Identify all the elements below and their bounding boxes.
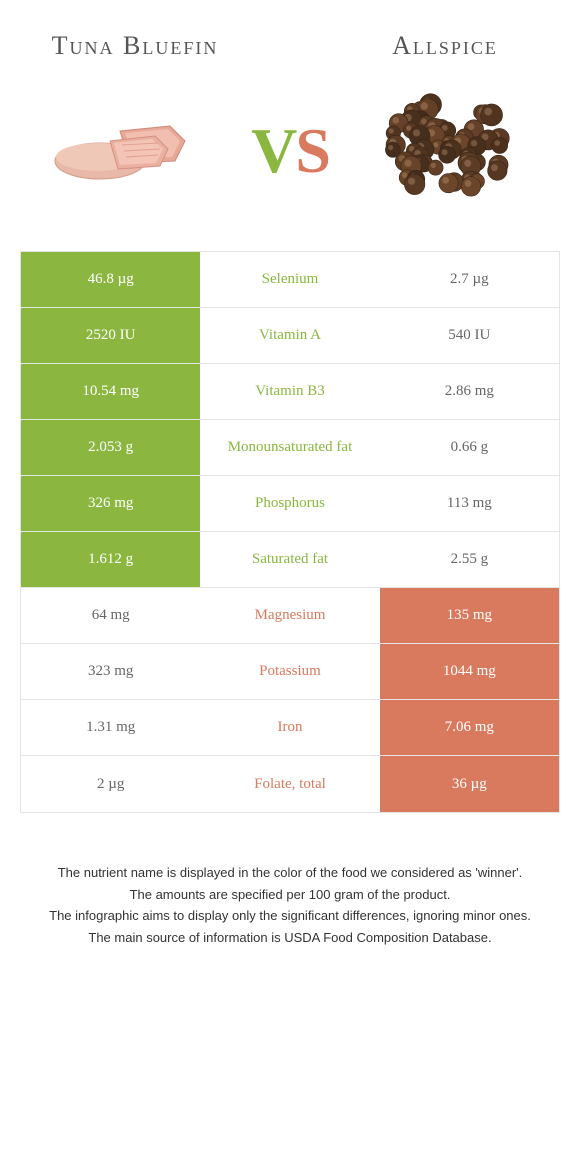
left-value: 1.612 g (21, 532, 200, 587)
left-value: 1.31 mg (21, 700, 200, 755)
left-value: 326 mg (21, 476, 200, 531)
tuna-image (50, 81, 220, 211)
footer-line: The infographic aims to display only the… (30, 906, 550, 926)
vs-label: VS (251, 114, 329, 188)
footer-line: The amounts are specified per 100 gram o… (30, 885, 550, 905)
right-food-title: Allspice (392, 30, 498, 61)
nutrient-name: Saturated fat (200, 532, 379, 587)
nutrient-name: Phosphorus (200, 476, 379, 531)
nutrient-name: Vitamin B3 (200, 364, 379, 419)
table-row: 1.612 gSaturated fat2.55 g (21, 532, 559, 588)
nutrient-name: Iron (200, 700, 379, 755)
header: Tuna Bluefin VS Allspice (0, 0, 580, 231)
left-value: 10.54 mg (21, 364, 200, 419)
right-value: 7.06 mg (380, 700, 559, 755)
nutrient-name: Potassium (200, 644, 379, 699)
table-row: 2.053 gMonounsaturated fat0.66 g (21, 420, 559, 476)
right-value: 0.66 g (380, 420, 559, 475)
table-row: 46.8 µgSelenium2.7 µg (21, 252, 559, 308)
nutrient-name: Folate, total (200, 756, 379, 812)
right-value: 540 IU (380, 308, 559, 363)
nutrient-name: Magnesium (200, 588, 379, 643)
right-value: 113 mg (380, 476, 559, 531)
right-value: 36 µg (380, 756, 559, 812)
table-row: 64 mgMagnesium135 mg (21, 588, 559, 644)
footer-notes: The nutrient name is displayed in the co… (30, 863, 550, 947)
right-value: 135 mg (380, 588, 559, 643)
table-row: 326 mgPhosphorus113 mg (21, 476, 559, 532)
left-food-title: Tuna Bluefin (52, 30, 219, 61)
table-row: 1.31 mgIron7.06 mg (21, 700, 559, 756)
left-value: 46.8 µg (21, 252, 200, 307)
nutrient-name: Selenium (200, 252, 379, 307)
table-row: 2520 IUVitamin A540 IU (21, 308, 559, 364)
footer-line: The nutrient name is displayed in the co… (30, 863, 550, 883)
nutrient-name: Vitamin A (200, 308, 379, 363)
table-row: 2 µgFolate, total36 µg (21, 756, 559, 812)
left-value: 323 mg (21, 644, 200, 699)
footer-line: The main source of information is USDA F… (30, 928, 550, 948)
left-value: 2520 IU (21, 308, 200, 363)
table-row: 323 mgPotassium1044 mg (21, 644, 559, 700)
right-value: 1044 mg (380, 644, 559, 699)
right-value: 2.7 µg (380, 252, 559, 307)
left-food-column: Tuna Bluefin (40, 30, 230, 211)
left-value: 2 µg (21, 756, 200, 812)
allspice-image (360, 81, 530, 211)
right-value: 2.86 mg (380, 364, 559, 419)
right-food-column: Allspice (350, 30, 540, 211)
comparison-table: 46.8 µgSelenium2.7 µg2520 IUVitamin A540… (20, 251, 560, 813)
left-value: 2.053 g (21, 420, 200, 475)
table-row: 10.54 mgVitamin B32.86 mg (21, 364, 559, 420)
left-value: 64 mg (21, 588, 200, 643)
nutrient-name: Monounsaturated fat (200, 420, 379, 475)
right-value: 2.55 g (380, 532, 559, 587)
